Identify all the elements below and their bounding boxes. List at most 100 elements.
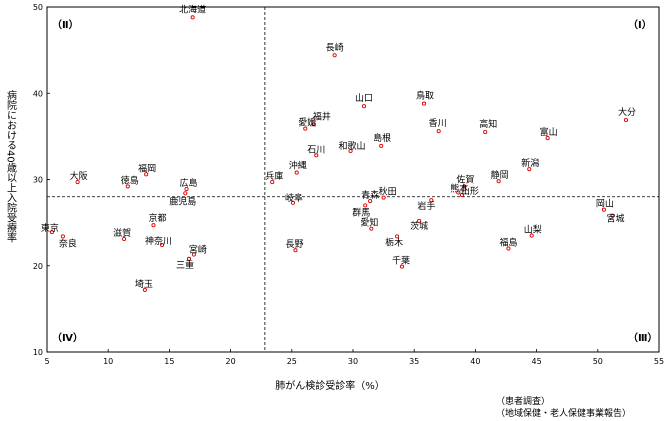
x-tick-label: 10 bbox=[103, 357, 113, 366]
point-label: 島根 bbox=[373, 132, 391, 144]
quadrant-label-1: （Ⅰ） bbox=[628, 18, 652, 31]
point-label: 北海道 bbox=[179, 3, 206, 15]
data-point bbox=[379, 143, 384, 148]
y-tick-label: 50 bbox=[33, 3, 43, 12]
point-label: 滋賀 bbox=[113, 227, 131, 239]
point-label: 奈良 bbox=[59, 237, 77, 249]
point-label: 宮城 bbox=[606, 213, 624, 225]
source-note-2: （地域保健・老人保健事業報告） bbox=[496, 407, 631, 419]
quadrant-label-2: （Ⅱ） bbox=[52, 18, 79, 31]
data-point bbox=[294, 170, 299, 175]
point-label: 徳島 bbox=[121, 174, 139, 186]
point-label: 岐阜 bbox=[285, 192, 303, 204]
x-tick-label: 35 bbox=[409, 357, 419, 366]
point-label: 山口 bbox=[355, 93, 373, 104]
data-point bbox=[332, 53, 337, 58]
x-tick-label: 55 bbox=[654, 357, 664, 366]
data-point bbox=[151, 223, 156, 228]
quadrant-label-3: （Ⅲ） bbox=[628, 331, 657, 344]
x-tick-label: 40 bbox=[470, 357, 480, 366]
data-point bbox=[368, 199, 373, 204]
data-point bbox=[459, 192, 464, 198]
data-point bbox=[483, 130, 488, 135]
data-point bbox=[506, 246, 511, 251]
point-label: 三重 bbox=[176, 259, 194, 271]
data-point bbox=[601, 207, 606, 212]
point-label: 福島 bbox=[499, 237, 517, 249]
data-point bbox=[348, 148, 353, 154]
point-label: 群馬 bbox=[352, 206, 370, 218]
point-label: 山梨 bbox=[524, 224, 542, 236]
point-label: 東京 bbox=[41, 222, 59, 234]
point-label: 埼玉 bbox=[135, 278, 153, 290]
data-point bbox=[60, 234, 65, 239]
y-axis-label: 病院における40歳以上入院受療率 bbox=[5, 89, 17, 244]
data-point bbox=[144, 172, 149, 177]
data-point bbox=[381, 195, 386, 200]
point-label: 千葉 bbox=[392, 255, 410, 267]
data-point bbox=[125, 184, 130, 189]
data-point bbox=[160, 242, 165, 248]
data-point bbox=[456, 190, 461, 195]
x-tick-label: 5 bbox=[44, 357, 49, 366]
point-label: 岡山 bbox=[596, 199, 614, 210]
data-point bbox=[527, 167, 532, 172]
data-point bbox=[190, 15, 195, 20]
point-label: 宮崎 bbox=[189, 244, 207, 256]
data-point bbox=[191, 252, 196, 257]
point-label: 兵庫 bbox=[265, 170, 283, 182]
x-tick-label: 15 bbox=[164, 357, 174, 366]
point-label: 香川 bbox=[429, 118, 447, 129]
data-point bbox=[429, 198, 434, 203]
data-point bbox=[183, 191, 188, 196]
point-label: 大阪 bbox=[70, 170, 88, 182]
point-label: 福井 bbox=[313, 110, 331, 122]
data-point bbox=[142, 287, 147, 292]
point-label: 茨城 bbox=[410, 220, 428, 232]
data-point bbox=[421, 101, 427, 106]
point-label: 山形 bbox=[461, 185, 479, 197]
x-tick-label: 25 bbox=[287, 357, 297, 366]
y-axis-ticks: 10 20 30 40 50 bbox=[33, 3, 50, 357]
data-point bbox=[122, 236, 127, 242]
point-label: 新潟 bbox=[521, 157, 539, 169]
data-point bbox=[395, 234, 400, 239]
point-label: 熊本 bbox=[450, 182, 468, 194]
data-point bbox=[399, 264, 405, 269]
point-label: 鳥取 bbox=[416, 90, 434, 102]
data-point bbox=[436, 129, 441, 134]
point-label: 青森 bbox=[361, 189, 379, 201]
data-point bbox=[303, 126, 308, 131]
x-axis-ticks: 5 10 15 20 25 30 35 40 45 50 55 bbox=[44, 349, 664, 366]
point-label: 京都 bbox=[148, 212, 166, 224]
x-tick-label: 45 bbox=[532, 357, 542, 366]
x-tick-label: 50 bbox=[593, 357, 603, 366]
point-label: 岩手 bbox=[417, 200, 435, 212]
point-label: 沖縄 bbox=[289, 160, 307, 172]
point-label: 秋田 bbox=[379, 186, 397, 198]
data-point bbox=[186, 256, 192, 261]
data-point bbox=[462, 184, 467, 189]
x-axis-label: 肺がん検診受診率（%） bbox=[275, 379, 385, 392]
data-point bbox=[314, 153, 319, 158]
point-label: 石川 bbox=[307, 145, 325, 155]
point-label: 高知 bbox=[479, 118, 497, 130]
point-label: 愛知 bbox=[360, 217, 378, 229]
y-tick-label: 40 bbox=[33, 89, 43, 98]
data-point bbox=[49, 230, 54, 235]
data-point bbox=[610, 213, 615, 218]
point-label: 福岡 bbox=[138, 162, 156, 174]
data-point bbox=[369, 226, 374, 231]
point-label: 和歌山 bbox=[339, 140, 366, 152]
y-tick-label: 30 bbox=[33, 176, 43, 185]
data-point bbox=[311, 122, 316, 127]
data-point bbox=[184, 186, 189, 192]
point-label: 長崎 bbox=[326, 41, 344, 53]
point-label: 静岡 bbox=[491, 169, 509, 181]
point-label: 栃木 bbox=[385, 236, 403, 248]
data-point bbox=[545, 136, 550, 141]
data-point bbox=[529, 233, 534, 238]
data-point bbox=[363, 203, 368, 208]
